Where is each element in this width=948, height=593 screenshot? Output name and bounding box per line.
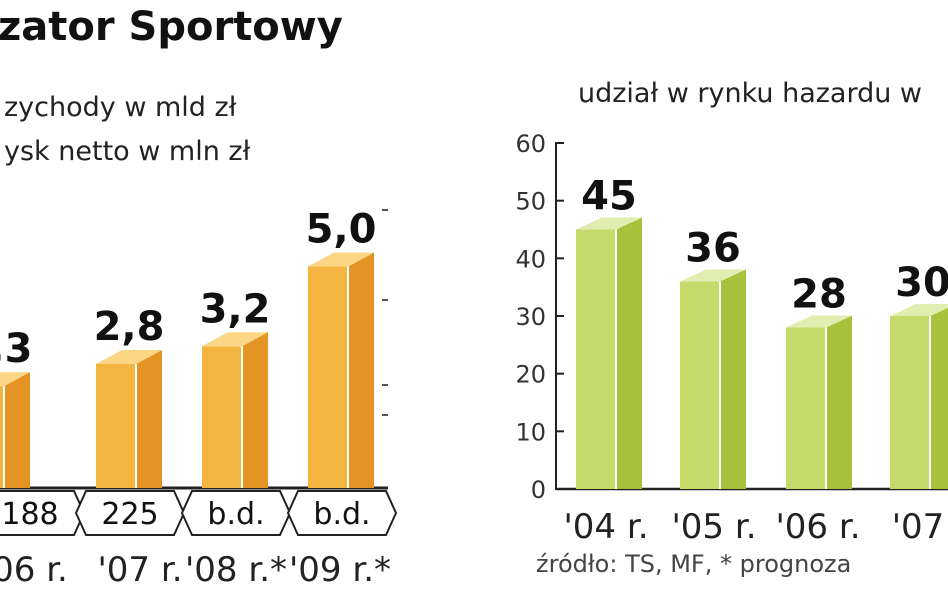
left-bar-2-side [242, 332, 268, 488]
right-bar-0-front [576, 229, 616, 489]
left-x-label-3: '09 r.* [289, 550, 391, 590]
right-x-label-2: '06 r. [775, 507, 860, 547]
right-bar-3-front [890, 316, 930, 489]
source-note: źródło: TS, MF, * prognoza [536, 550, 851, 578]
right-bar-3-top [890, 304, 948, 316]
left-value-label-1: 2,8 [94, 304, 165, 350]
right-y-tick-label-4: 40 [515, 245, 546, 273]
left-bars: 2,3 2,8 3,2 5,0 [0, 207, 376, 488]
left-bar-1-top [96, 349, 162, 364]
left-bar-3 [308, 252, 374, 488]
left-bar-3-front [308, 266, 348, 488]
right-y-tick-label-3: 30 [515, 303, 546, 331]
left-legend-revenue: zychody w mld zł [4, 92, 237, 123]
right-bar-2 [786, 315, 852, 489]
profit-badge-label-3: b.d. [313, 497, 370, 532]
left-bar-0-top [0, 372, 30, 387]
left-profit-badges: 188 225 b.d. b.d. [0, 490, 398, 536]
profit-badge-label-0: 188 [1, 497, 58, 532]
right-bar-0-top [576, 217, 642, 230]
left-value-label-0: 2,3 [0, 326, 32, 372]
left-bar-1-side [136, 349, 162, 488]
right-value-label-0: 45 [581, 174, 637, 220]
right-value-label-1: 36 [685, 225, 741, 271]
right-bar-0-side [616, 217, 642, 489]
right-bar-1-side [720, 269, 746, 489]
right-bar-2-front [786, 327, 826, 489]
left-bar-0-side [4, 372, 30, 488]
left-bar-0 [0, 372, 30, 488]
right-y-tick-label-2: 20 [515, 361, 546, 389]
left-x-labels: 06 r. '07 r. '08 r.* '09 r.* [0, 550, 391, 590]
right-bar-2-top [786, 315, 852, 328]
right-y-ticks: 0 10 20 30 40 50 60 [515, 130, 564, 504]
right-y-tick-label-5: 50 [515, 188, 546, 216]
right-bar-1-top [680, 269, 746, 282]
right-bar-3 [890, 304, 948, 489]
left-x-label-1: '07 r. [97, 550, 182, 590]
right-x-labels: '04 r. '05 r. '06 r. '07 [563, 507, 944, 547]
right-bar-2-side [826, 315, 852, 489]
left-value-label-3: 5,0 [306, 207, 377, 253]
right-x-label-3: '07 [892, 507, 945, 547]
right-y-tick-label-0: 0 [531, 476, 546, 504]
right-bar-1-front [680, 281, 720, 489]
left-x-label-0: 06 r. [0, 550, 68, 590]
right-y-tick-label-1: 10 [515, 418, 546, 446]
right-bars: 45 36 28 30 [576, 174, 948, 489]
left-chart-title: zator Sportowy [0, 4, 343, 50]
left-bar-2-top [202, 332, 268, 347]
left-bar-2-front [202, 346, 242, 488]
profit-badge-label-1: 225 [101, 497, 158, 532]
right-bar-3-side [930, 307, 948, 489]
left-legend-profit: ysk netto w mln zł [4, 136, 251, 167]
left-bar-1 [96, 349, 162, 488]
left-right-axis-ticks [382, 209, 388, 416]
left-bar-3-top [308, 252, 374, 267]
right-value-label-2: 28 [791, 272, 847, 318]
profit-badge-label-2: b.d. [207, 497, 264, 532]
profit-badge-3 [286, 490, 398, 536]
right-chart-subtitle: udział w rynku hazardu w [578, 78, 922, 109]
left-x-label-2: '08 r.* [185, 550, 287, 590]
left-bar-1-front [96, 363, 136, 488]
left-bar-2 [202, 332, 268, 488]
right-y-tick-label-6: 60 [515, 130, 546, 158]
right-bar-0 [576, 217, 642, 489]
right-x-label-0: '04 r. [563, 507, 648, 547]
right-value-label-3: 30 [895, 260, 948, 306]
left-bar-0-front [0, 386, 4, 488]
left-bar-3-side [348, 252, 374, 488]
right-x-label-1: '05 r. [671, 507, 756, 547]
left-value-label-2: 3,2 [200, 286, 271, 332]
right-bar-1 [680, 269, 746, 489]
